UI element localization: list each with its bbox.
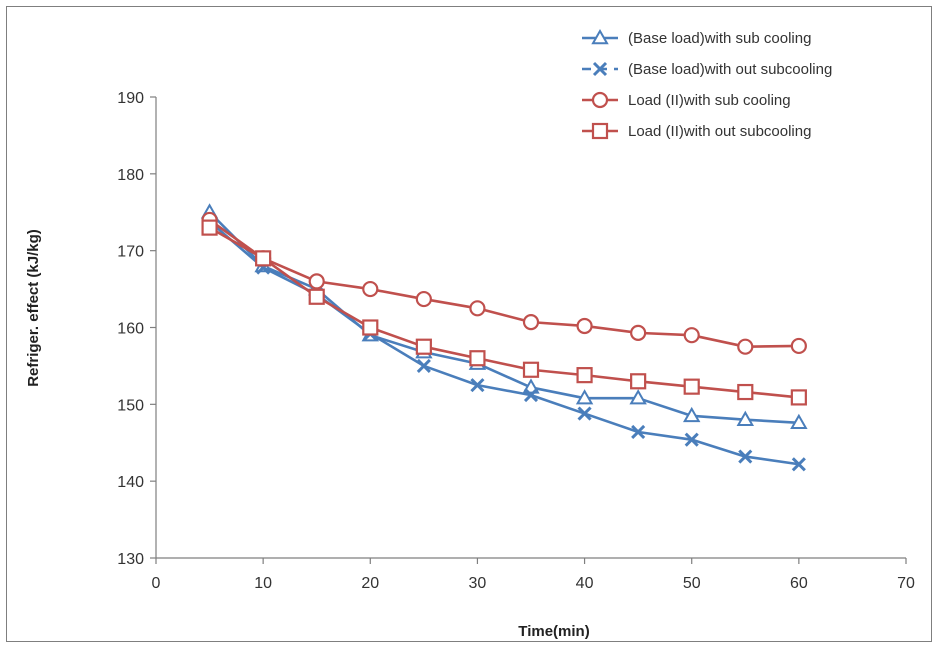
legend-swatch-marker: [591, 122, 609, 140]
series-3-point: [630, 324, 647, 341]
series-4-point: [683, 378, 700, 395]
series-2-point-stroke: [470, 378, 485, 393]
series-2-point-stroke: [523, 388, 539, 403]
legend-swatch-marker: [592, 61, 608, 77]
x-tick-label: 20: [361, 575, 379, 592]
series-2-point: [631, 424, 646, 440]
series-3-point: [362, 280, 379, 298]
series-2-point-stroke: [738, 449, 753, 464]
legend-item-3: Load (II)with sub cooling: [582, 91, 791, 109]
series-4-point: [576, 367, 593, 384]
series-3-point: [415, 290, 432, 308]
legend-label: Load (II)with out subcooling: [628, 123, 811, 140]
series-4: [201, 219, 807, 406]
series-3-point: [522, 314, 540, 331]
y-tick-label: 170: [117, 244, 144, 261]
x-tick-label: 40: [576, 575, 594, 592]
series-2-point-stroke: [631, 424, 646, 440]
series-1-line: [208, 211, 799, 425]
y-tick-label: 190: [117, 90, 144, 107]
series-4-point: [630, 373, 647, 390]
series-3-point: [469, 300, 486, 317]
series-1-point: [575, 389, 594, 405]
series-1-point: [736, 410, 755, 426]
plot-series: [200, 203, 808, 472]
series-2-point: [791, 457, 806, 472]
legend-item-2: (Base load)with out subcooling: [582, 61, 832, 78]
x-tick-label: 30: [469, 575, 487, 592]
chart-frame: [6, 6, 932, 642]
series-2-point: [523, 388, 539, 403]
legend-label: (Base load)with out subcooling: [628, 61, 832, 78]
legend: (Base load)with sub cooling (Base load)wi…: [582, 28, 832, 140]
tick-labels: 130 140 150 160 170 180 190 0 10 20 30 40 50 60 70: [117, 90, 915, 592]
series-3-point: [683, 327, 700, 344]
series-2-point: [577, 406, 592, 421]
y-tick-label: 130: [117, 551, 144, 568]
y-tick-label: 180: [117, 167, 144, 184]
series-1-point: [682, 406, 701, 423]
axes: [150, 96, 907, 564]
series-4-point: [308, 288, 325, 305]
series-3-point: [790, 337, 807, 355]
series-2-point-stroke: [791, 457, 806, 472]
legend-swatch-marker-stroke: [592, 61, 608, 77]
x-axis-label: Time(min): [518, 623, 589, 640]
series-1-point: [629, 389, 647, 405]
series-2-point: [684, 432, 699, 447]
series-3-point: [308, 273, 325, 290]
series-4-point: [201, 219, 218, 236]
series-2-line: [208, 220, 800, 466]
series-2: [202, 214, 806, 472]
series-4-point: [362, 319, 379, 336]
series-3-line: [208, 218, 799, 349]
x-tick-label: 60: [790, 575, 808, 592]
legend-label: (Base load)with sub cooling: [628, 30, 811, 47]
series-3-point: [576, 317, 593, 335]
y-axis-label: Refriger. effect (kJ/kg): [25, 229, 42, 387]
series-2-point-stroke: [416, 358, 431, 373]
series-3: [201, 211, 807, 355]
legend-swatch-marker: [591, 28, 609, 45]
series-4-point: [469, 350, 486, 367]
series-4-point: [415, 338, 432, 355]
series-4-point: [255, 250, 272, 267]
series-2-point: [416, 358, 431, 373]
y-tick-label: 160: [117, 321, 144, 338]
series-2-point-stroke: [577, 406, 592, 421]
series-2-point-stroke: [684, 432, 699, 447]
y-tick-label: 140: [117, 474, 144, 491]
x-tick-label: 0: [152, 575, 161, 592]
legend-item-1: (Base load)with sub cooling: [582, 28, 811, 47]
series-3-point: [737, 338, 754, 355]
series-2-point: [738, 449, 753, 464]
legend-label: Load (II)with sub cooling: [628, 92, 791, 109]
series-4-point: [737, 383, 754, 401]
series-4-point: [790, 389, 807, 406]
series-2-point: [470, 378, 485, 393]
y-tick-label: 150: [117, 397, 144, 414]
x-tick-label: 10: [254, 575, 272, 592]
legend-swatch-marker: [591, 91, 609, 109]
series-4-point: [522, 361, 540, 378]
series-4-line: [208, 226, 799, 399]
series-1-point: [790, 413, 808, 430]
x-tick-label: 50: [683, 575, 701, 592]
legend-item-4: Load (II)with out subcooling: [582, 122, 811, 140]
series-1: [200, 203, 808, 430]
x-tick-label: 70: [897, 575, 915, 592]
